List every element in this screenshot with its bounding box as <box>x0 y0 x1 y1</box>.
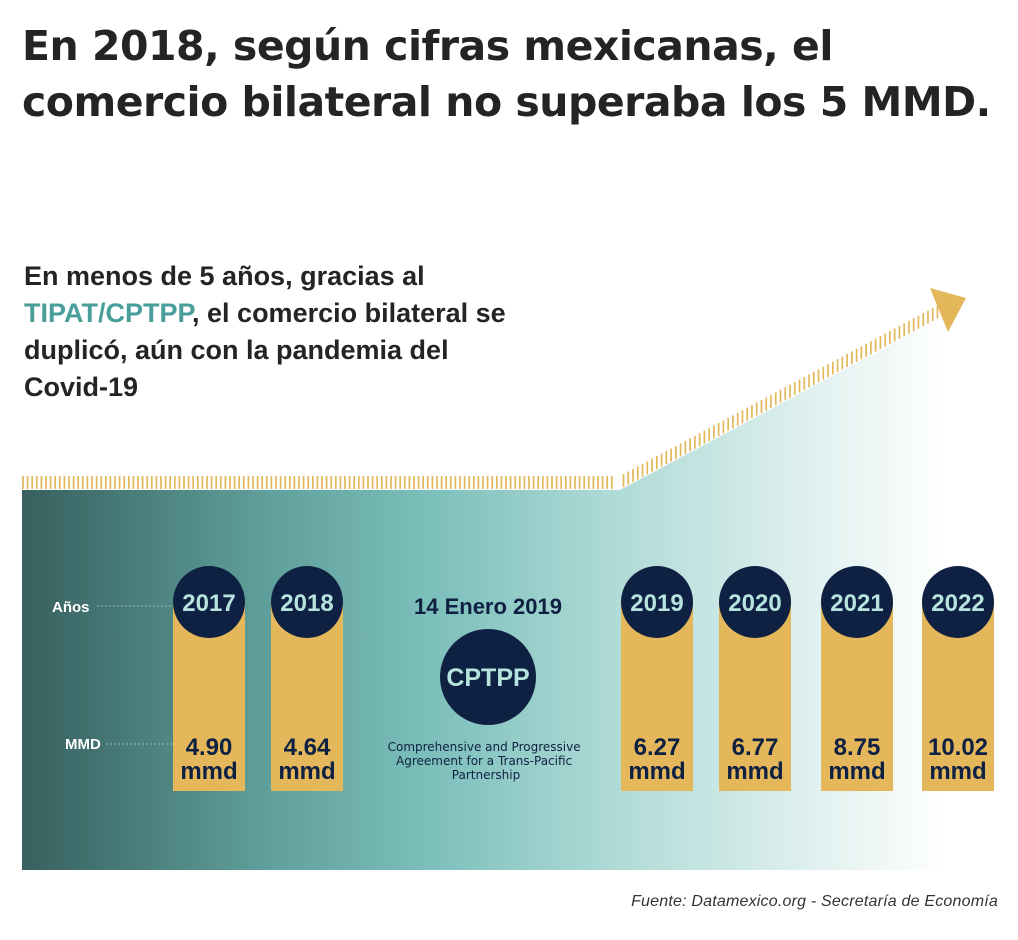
year-label: 2018 <box>280 590 333 617</box>
cptpp-label: CPTPP <box>446 664 529 692</box>
year-circle <box>621 566 693 638</box>
tick-border <box>22 305 939 489</box>
cptpp-description-line: Partnership <box>452 768 520 782</box>
year-label: 2021 <box>830 590 883 617</box>
year-label: 2020 <box>728 590 781 617</box>
lead-text-start: En menos de 5 años, gracias al <box>24 261 425 291</box>
year-columns: 20174.90mmd20184.64mmd20196.27mmd20206.7… <box>173 566 994 791</box>
unit-label: mmd <box>929 758 986 785</box>
cptpp-circle <box>440 629 536 725</box>
unit-label: mmd <box>726 758 783 785</box>
unit-label: mmd <box>628 758 685 785</box>
value-label: 4.90 <box>186 734 233 761</box>
year-circle <box>922 566 994 638</box>
headline: En 2018, según cifras mexicanas, el come… <box>22 22 991 126</box>
cptpp-description-line: Comprehensive and Progressive <box>388 740 581 754</box>
year-label: 2019 <box>630 590 683 617</box>
year-circle <box>271 566 343 638</box>
year-circle <box>821 566 893 638</box>
unit-label: mmd <box>828 758 885 785</box>
lead-text: En menos de 5 años, gracias al TIPAT/CPT… <box>24 258 524 406</box>
mmd-row-label: MMD <box>65 736 101 753</box>
growth-arrowhead <box>930 288 966 332</box>
value-label: 4.64 <box>284 734 331 761</box>
source-note: Fuente: Datamexico.org - Secretaría de E… <box>631 893 998 910</box>
year-circle <box>173 566 245 638</box>
year-label: 2017 <box>182 590 235 617</box>
years-row-label: Años <box>52 599 90 616</box>
value-label: 8.75 <box>834 734 881 761</box>
milestone-date: 14 Enero 2019 <box>414 594 562 619</box>
value-label: 6.27 <box>634 734 681 761</box>
value-label: 10.02 <box>928 734 988 761</box>
lead-text-end: , el comercio bilateral se duplicó, aún … <box>24 298 506 402</box>
year-circle <box>719 566 791 638</box>
unit-label: mmd <box>180 758 237 785</box>
lead-highlight-tipat: TIPAT/CPTPP <box>24 298 193 328</box>
value-label: 6.77 <box>732 734 779 761</box>
year-label: 2022 <box>931 590 984 617</box>
cptpp-description: Comprehensive and Progressive Agreement … <box>388 740 585 782</box>
cptpp-description-line: Agreement for a Trans-Pacific <box>396 754 572 768</box>
unit-label: mmd <box>278 758 335 785</box>
